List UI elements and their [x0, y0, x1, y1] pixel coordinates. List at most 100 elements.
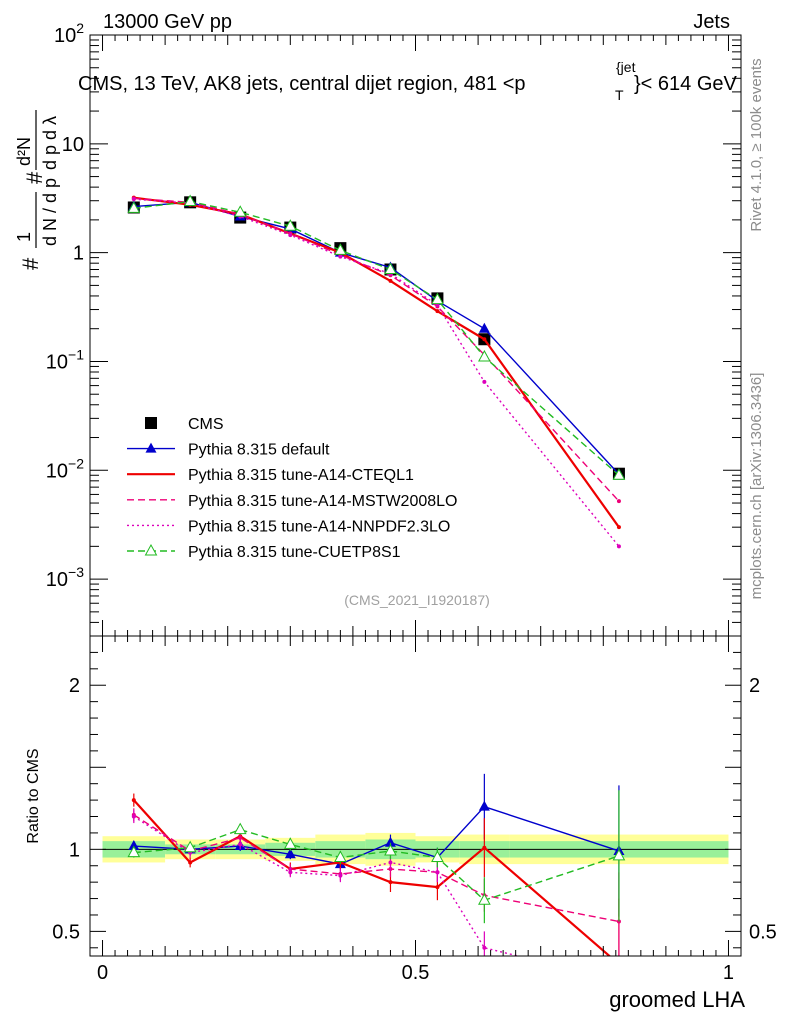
ratio-marker: [284, 848, 296, 859]
ratio-marker: [388, 860, 393, 865]
ratio-y-tick-label: 2: [69, 675, 80, 697]
chart-title-main: CMS, 13 TeV, AK8 jets, central dijet reg…: [78, 73, 526, 95]
svg-text:#: #: [18, 257, 43, 270]
ratio-marker: [128, 840, 140, 851]
main-data-point: [616, 525, 621, 530]
x-tick-label: 0: [97, 962, 108, 984]
ratio-marker: [127, 845, 141, 858]
main-data-point: [334, 243, 347, 255]
ratio-marker: [482, 845, 487, 850]
ratio-marker: [131, 814, 136, 819]
main-y-tick-label: 102: [54, 20, 84, 47]
mcplots-reference-text: mcplots.cern.ch [arXiv:1306.3436]: [748, 373, 765, 600]
legend-item-3: Pythia 8.315 tune-A14-MSTW2008LO: [127, 493, 457, 510]
main-data-point: [612, 468, 626, 480]
main-data-point: [616, 499, 621, 504]
ratio-marker: [183, 840, 197, 853]
legend-marker: [144, 543, 158, 556]
ratio-y-tick-label: 0.5: [52, 921, 80, 943]
ratio-marker: [238, 835, 243, 840]
main-y-tick-label: 10−3: [46, 564, 84, 591]
legend: CMS Pythia 8.315 default Pythia 8.315 tune…: [127, 416, 457, 561]
analysis-id: (CMS_2021_I1920187): [344, 592, 490, 608]
chart-title: CMS, 13 TeV, AK8 jets, central dijet reg…: [78, 59, 738, 103]
ratio-y-tick-label-right: 2: [749, 675, 760, 697]
legend-item-5: Pythia 8.315 tune-CUETP8S1: [127, 543, 401, 561]
main-data-point: [127, 201, 141, 213]
chart-title-sup: {jet: [616, 59, 636, 75]
main-data-point: [183, 194, 197, 207]
ratio-marker: [188, 860, 193, 865]
main-series-line: [133, 201, 620, 475]
legend-label: CMS: [188, 416, 224, 433]
legend-label: Pythia 8.315 tune-A14-CTEQL1: [188, 467, 414, 484]
ratio-marker: [288, 870, 293, 875]
main-data-point: [616, 544, 621, 549]
svg-text:#: #: [22, 171, 47, 184]
ratio-series-line: [133, 799, 612, 956]
legend-item-1: Pythia 8.315 default: [127, 442, 330, 459]
main-data-point: [338, 254, 343, 259]
ratio-marker: [384, 836, 396, 847]
ratio-marker: [478, 893, 491, 905]
main-y-tick-label: 10−2: [46, 455, 84, 482]
legend-marker: [145, 442, 157, 453]
ratio-marker: [388, 880, 393, 885]
axis-ticks: 10−3 10−2 10−1 1 10 102 0 0.5 1 0.5 0.5 1 2 2: [46, 20, 777, 984]
rivet-version-text: Rivet 4.1.0, ≥ 100k events: [748, 58, 765, 231]
main-data-point: [283, 219, 297, 231]
main-y-axis-label: # 1 d N / d p # d²N d p d λ: [14, 110, 60, 270]
svg-text:d²N: d²N: [14, 137, 34, 166]
ratio-marker: [338, 873, 343, 878]
chart-title-sub: T: [615, 87, 624, 103]
ratio-marker: [435, 885, 440, 890]
main-series-line: [133, 200, 620, 476]
main-data-point: [288, 233, 293, 238]
svg-text:d p d λ: d p d λ: [40, 116, 60, 170]
main-data-point: [482, 337, 487, 342]
ratio-marker: [478, 800, 490, 811]
legend-item-2: Pythia 8.315 tune-A14-CTEQL1: [127, 467, 414, 484]
ratio-marker: [283, 837, 297, 849]
ratio-marker: [233, 822, 247, 835]
ratio-marker: [431, 850, 444, 863]
series-5: [127, 194, 626, 924]
legend-item-0: CMS: [145, 416, 224, 433]
ratio-y-axis-label: Ratio to CMS: [25, 748, 42, 843]
series-0: [127, 196, 625, 480]
legend-item-4: Pythia 8.315 tune-A14-NNPDF2.3LO: [127, 518, 450, 535]
chart-title-end: }< 614 GeV: [634, 73, 738, 95]
main-data-point: [131, 197, 136, 202]
ratio-marker: [238, 842, 243, 847]
legend-label: Pythia 8.315 tune-CUETP8S1: [188, 544, 401, 561]
ratio-marker: [384, 843, 397, 856]
ratio-marker: [131, 798, 136, 803]
ratio-marker: [334, 850, 347, 863]
svg-text:d N / d p: d N / d p: [40, 178, 60, 246]
header-left: 13000 GeV pp: [103, 11, 232, 33]
main-data-point: [384, 262, 397, 274]
legend-label: Pythia 8.315 tune-A14-NNPDF2.3LO: [188, 518, 450, 535]
main-data-point: [478, 322, 490, 333]
legend-marker: [145, 417, 157, 429]
ratio-series-line: [133, 814, 620, 923]
ratio-y-tick-label-right: 0.5: [749, 921, 777, 943]
svg-text:1: 1: [14, 232, 34, 242]
main-data-point: [435, 309, 440, 314]
x-tick-label: 0.5: [402, 962, 430, 984]
ratio-marker: [482, 945, 487, 950]
legend-label: Pythia 8.315 tune-A14-MSTW2008LO: [188, 493, 457, 510]
x-axis-label: groomed LHA: [609, 987, 745, 1012]
ratio-plot-frame: [89, 635, 742, 957]
ratio-marker: [612, 848, 626, 861]
x-tick-label: 1: [723, 962, 734, 984]
main-data-point: [482, 379, 487, 384]
main-y-tick-label: 1: [73, 243, 84, 265]
ratio-marker: [435, 870, 440, 875]
legend-label: Pythia 8.315 default: [188, 442, 330, 459]
main-y-tick-label: 10: [62, 134, 84, 156]
main-data-point: [478, 349, 491, 362]
header-right: Jets: [693, 11, 730, 33]
series-layer: [127, 194, 626, 956]
